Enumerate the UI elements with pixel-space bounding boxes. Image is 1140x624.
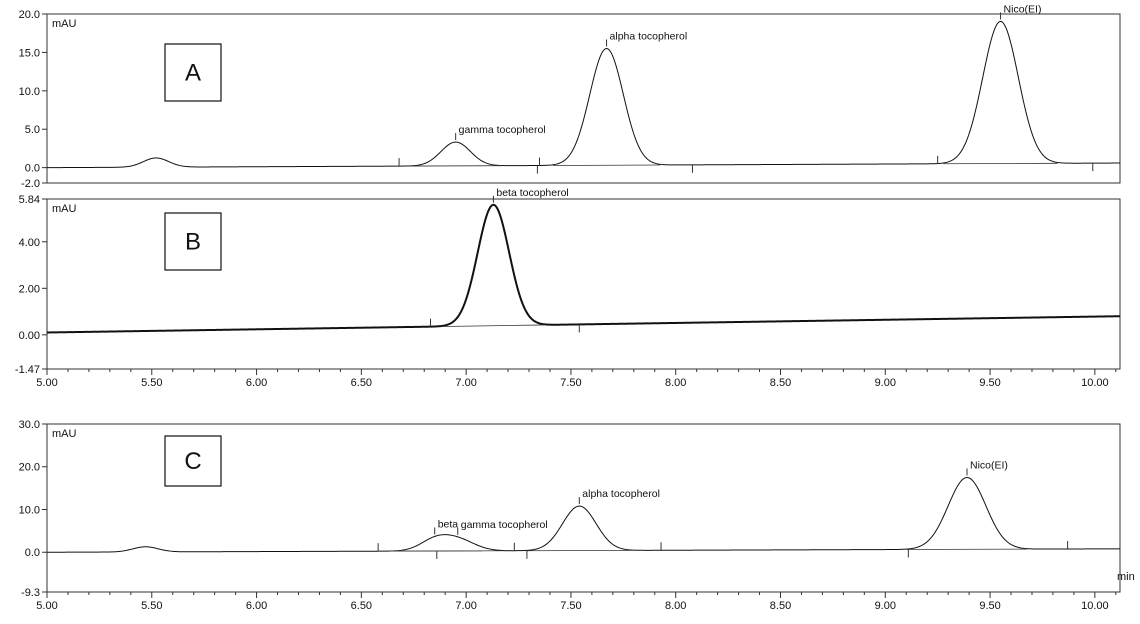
- plot-frame: [46, 198, 1121, 370]
- x-tick-label: 8.00: [665, 600, 686, 612]
- signal-trace: [47, 477, 1121, 553]
- peak-label: alpha tocopherol: [610, 30, 688, 42]
- x-tick-label: 6.50: [351, 600, 372, 612]
- panel-letter-box: [164, 435, 222, 487]
- x-tick-label: 9.00: [875, 377, 896, 389]
- peak-label: Nico(EI): [1004, 3, 1042, 15]
- x-axis: 5.00 5.50 6.00 6.50 7.00 7.50 8.00 8.50 9.00 9.50…: [36, 571, 1134, 612]
- peak-label: beta: [438, 518, 459, 530]
- signal-trace: [46, 203, 1121, 334]
- peak-label: gamma tocopherol: [459, 124, 546, 136]
- y-tick-label: 0.0: [25, 163, 40, 175]
- peak-label: gamma tocopherol: [461, 519, 548, 531]
- y-tick-label: 10.0: [19, 86, 40, 98]
- y-unit-label: mAU: [52, 428, 77, 440]
- y-tick-label: 20.0: [19, 462, 40, 474]
- x-tick-label: 9.00: [875, 600, 896, 612]
- panel-b: 5.84 4.00 2.00 0.00 -1.47 mAU beta tocopherol B…: [15, 187, 1121, 389]
- peak-label: beta tocopherol: [496, 187, 568, 199]
- y-tick-label: 2.00: [19, 283, 40, 295]
- x-tick-label: 9.50: [979, 377, 1000, 389]
- panel-letter: B: [185, 229, 201, 256]
- peak-label: Nico(EI): [970, 459, 1008, 471]
- x-axis: 5.00 5.50 6.00 6.50 7.00 7.50 8.00 8.50 9.00 9.50…: [36, 369, 1117, 389]
- panel-letter: A: [185, 60, 201, 87]
- x-tick-label: 7.00: [455, 377, 476, 389]
- x-unit-label: min: [1117, 571, 1135, 583]
- x-tick-label: 7.50: [560, 377, 581, 389]
- y-tick-label: 4.00: [19, 237, 40, 249]
- x-tick-label: 5.50: [141, 377, 162, 389]
- x-tick-label: 6.00: [246, 377, 267, 389]
- x-tick-label: 5.00: [36, 600, 57, 612]
- x-tick-label: 6.00: [246, 600, 267, 612]
- x-tick-label: 10.00: [1081, 600, 1109, 612]
- x-tick-label: 5.50: [141, 600, 162, 612]
- y-tick-label: 20.0: [19, 9, 40, 21]
- x-tick-label: 10.00: [1081, 377, 1109, 389]
- y-tick-label: -9.3: [21, 587, 40, 599]
- x-tick-label: 5.00: [36, 377, 57, 389]
- x-tick-label: 7.50: [560, 600, 581, 612]
- peak-label: alpha tocopherol: [582, 488, 660, 500]
- y-tick-label: -1.47: [15, 364, 40, 376]
- x-tick-label: 8.50: [770, 600, 791, 612]
- y-tick-label: 5.0: [25, 124, 40, 136]
- y-tick-label: -2.0: [21, 178, 40, 190]
- y-tick-label: 30.0: [19, 419, 40, 431]
- x-tick-label: 8.00: [665, 377, 686, 389]
- y-tick-label: 15.0: [19, 47, 40, 59]
- y-tick-label: 10.0: [19, 504, 40, 516]
- y-unit-label: mAU: [52, 18, 77, 30]
- plot-frame: [46, 13, 1121, 184]
- panel-letter-box: [164, 43, 222, 102]
- x-tick-label: 6.50: [351, 377, 372, 389]
- x-tick-label: 8.50: [770, 377, 791, 389]
- panel-letter-box: [164, 212, 222, 271]
- y-tick-label: 0.00: [19, 330, 40, 342]
- panel-a: 20.0 15.0 10.0 5.0 0.0 -2.0 mAU gamma tocophero…: [19, 3, 1121, 190]
- panel-c: 30.0 20.0 10.0 0.0 -9.3 mAU beta gamma tocopher…: [19, 419, 1135, 612]
- integration-baseline: [443, 324, 544, 327]
- x-tick-label: 7.00: [455, 600, 476, 612]
- x-tick-label: 9.50: [979, 600, 1000, 612]
- y-tick-label: 0.0: [25, 547, 40, 559]
- signal-trace: [46, 20, 1120, 169]
- y-unit-label: mAU: [52, 203, 77, 215]
- plot-frame: [46, 423, 1121, 593]
- y-tick-label: 5.84: [19, 194, 40, 206]
- panel-letter: C: [184, 448, 201, 475]
